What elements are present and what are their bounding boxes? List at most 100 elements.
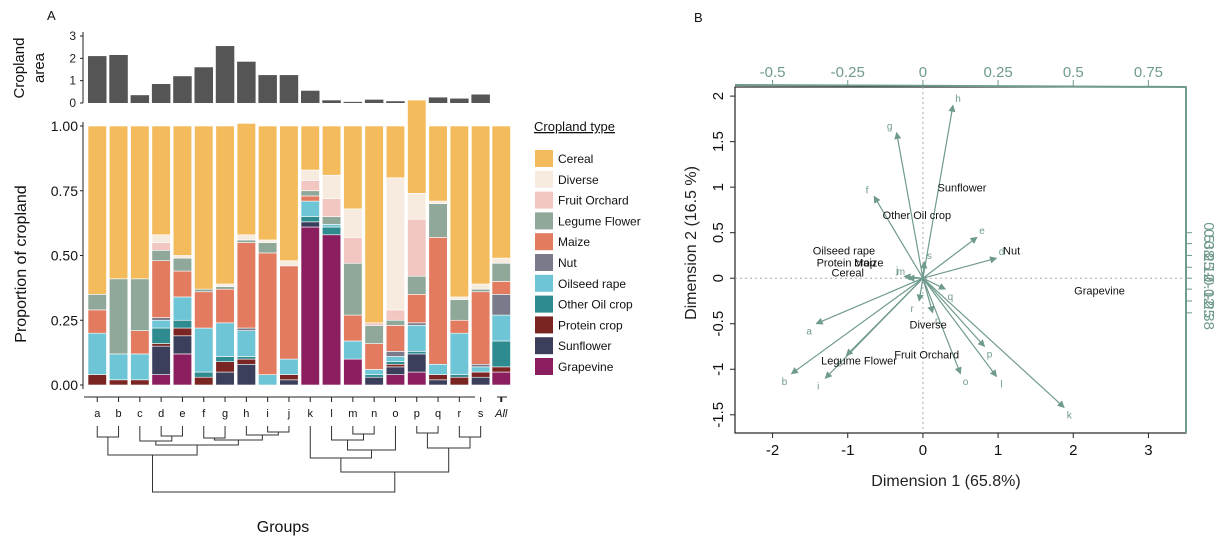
- stack-segment: [215, 361, 235, 373]
- stack-segment: [407, 218, 427, 277]
- stack-segment: [364, 325, 384, 344]
- cropland-point-label: Sunflower: [938, 183, 987, 195]
- stack-segment: [491, 371, 511, 386]
- stack-segment: [385, 325, 406, 352]
- stack-segment: [109, 278, 129, 355]
- stack-segment: [172, 335, 192, 355]
- stack-segment: [491, 125, 511, 259]
- stack-segment: [194, 288, 214, 293]
- prop-y-tick-label: 0.00: [51, 377, 78, 393]
- stack-segment: [279, 125, 299, 261]
- proportion-stacked-chart: 0.00 0.25 0.50 0.75 1.00 a b c d e f g h i j k l m n o p q r s A…: [51, 99, 511, 420]
- stack-segment: [172, 353, 192, 386]
- stack-segment: [258, 252, 278, 375]
- group-vector: [922, 277, 947, 290]
- group-tick-label: a: [94, 408, 101, 420]
- stack-segment: [236, 363, 256, 386]
- stack-segment: [172, 319, 192, 329]
- legend-title: Cropland type: [534, 119, 615, 134]
- stack-segment: [236, 327, 256, 331]
- group-vector: [815, 277, 924, 325]
- cropland-point-label: Protein crop: [817, 257, 876, 269]
- biplot-right-tick-label: 0.12: [1200, 253, 1217, 282]
- group-vector: [922, 236, 978, 279]
- stack-segment: [471, 125, 491, 285]
- stack-segment: [428, 203, 448, 238]
- stack-segment: [343, 237, 363, 264]
- stack-segment: [471, 288, 491, 293]
- biplot-x-tick-label: 2: [1069, 442, 1077, 459]
- area-y-tick-label: 2: [69, 51, 76, 65]
- stack-segment: [343, 208, 363, 238]
- legend-swatch: [535, 233, 553, 251]
- area-bar: [386, 101, 405, 103]
- legend-label: Diverse: [558, 173, 599, 187]
- group-vector: [824, 277, 924, 379]
- dendro-branch: [245, 426, 279, 436]
- biplot-y-tick-label: -1: [710, 363, 727, 376]
- stack-segment: [385, 361, 406, 365]
- biplot-top-tick-label: 0.75: [1134, 64, 1163, 81]
- stack-segment: [407, 371, 427, 386]
- area-bar: [130, 95, 150, 103]
- legend-label: Grapevine: [558, 360, 614, 374]
- area-y-tick-label: 3: [69, 29, 76, 43]
- group-tick-label: s: [478, 408, 484, 420]
- group-tick-label: p: [414, 408, 420, 420]
- stack-segment: [385, 177, 406, 311]
- legend-label: Oilseed rape: [558, 277, 626, 291]
- stack-segment: [321, 216, 342, 225]
- dendro-branch: [426, 433, 471, 449]
- stack-segment: [300, 195, 320, 202]
- group-vector-label: m: [897, 267, 905, 278]
- stack-segment: [109, 353, 129, 381]
- stack-segment: [109, 379, 129, 386]
- dendro-branch: [203, 426, 226, 439]
- legend-label: Maize: [558, 235, 590, 249]
- stack-segment: [172, 257, 192, 272]
- biplot-y-tick-label: 1: [710, 183, 727, 191]
- legend-label: Sunflower: [558, 339, 611, 353]
- stack-segment: [194, 291, 214, 329]
- stack-segment: [279, 379, 299, 386]
- area-bar: [364, 99, 384, 103]
- biplot-y-tick-label: -0.5: [710, 311, 727, 337]
- stack-segment: [151, 125, 171, 236]
- stack-segment: [130, 125, 150, 280]
- group-vector-label: q: [948, 292, 954, 303]
- group-vector: [922, 277, 962, 375]
- legend-label: Legume Flower: [558, 214, 641, 228]
- stack-segment: [343, 262, 363, 316]
- stack-segment: [343, 125, 363, 210]
- stack-segment: [321, 226, 342, 236]
- stack-segment: [87, 309, 107, 334]
- area-bar: [151, 84, 171, 103]
- group-vector: [916, 278, 924, 302]
- cropland-point-label: Fruit Orchard: [894, 349, 959, 361]
- dendro-branch: [340, 448, 450, 473]
- stack-segment: [385, 309, 406, 321]
- stack-segment: [130, 278, 150, 331]
- dendro-branch: [139, 426, 173, 442]
- stack-segment: [428, 379, 448, 386]
- stack-segment: [151, 250, 171, 261]
- stack-segment: [279, 260, 299, 267]
- stack-segment: [172, 327, 192, 337]
- stack-segment: [385, 319, 406, 326]
- stack-segment: [471, 366, 491, 373]
- stack-segment: [236, 242, 256, 329]
- biplot-top-tick-label: 0: [919, 64, 927, 81]
- cropland-legend: Cereal Diverse Fruit Orchard Legume Flower M…: [535, 150, 641, 375]
- stack-segment: [385, 125, 406, 179]
- stack-segment: [258, 125, 278, 241]
- area-y-tick-label: 0: [69, 96, 76, 110]
- group-vector: [922, 277, 986, 348]
- stack-segment: [236, 234, 256, 241]
- biplot-right-tick-label: 0.38: [1200, 229, 1217, 258]
- stack-segment: [343, 314, 363, 342]
- biplot-chart: -2 -1 0 1 2 3 -1.5 -1 -0.5 0 0.5 1 1.5 2 -0.5 -0.25 0 0.2…: [710, 64, 1217, 459]
- stack-segment: [172, 270, 192, 298]
- legend-label: Protein crop: [558, 318, 623, 332]
- group-vector-label: h: [955, 94, 961, 105]
- area-bar: [450, 98, 469, 103]
